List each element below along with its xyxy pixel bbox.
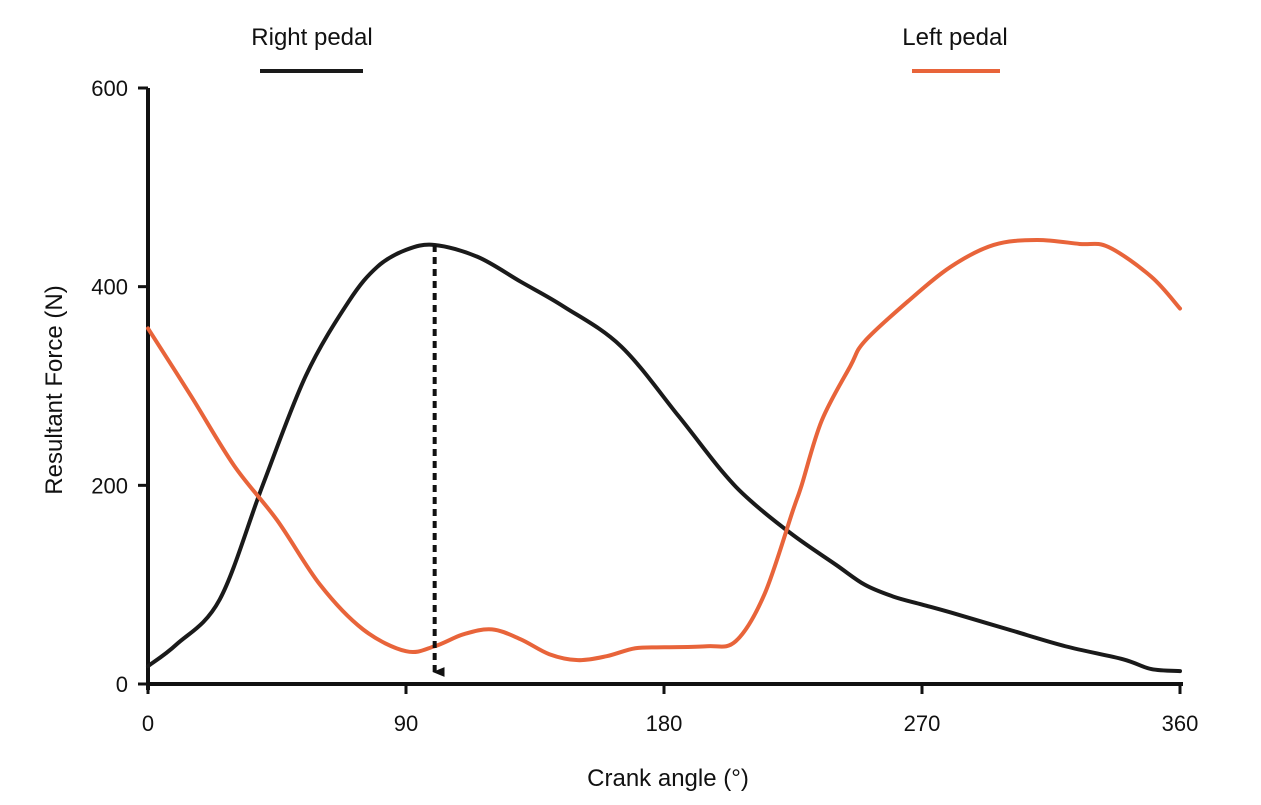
x-tick-label-90: 90	[394, 711, 418, 736]
series-layer	[146, 237, 1182, 674]
legend-label-left-pedal: Left pedal	[902, 24, 1007, 51]
x-tick-label-0: 0	[142, 711, 154, 736]
y-axis-label: Resultant Force (N)	[41, 285, 68, 494]
y-ticks: 0 200 400 600	[91, 76, 148, 697]
x-axis-label: Crank angle (°)	[587, 765, 749, 792]
x-tick-label-270: 270	[904, 711, 941, 736]
y-tick-label-0: 0	[116, 672, 128, 697]
y-tick-label-600: 600	[91, 76, 128, 101]
x-ticks: 0 90 180 270 360	[142, 684, 1198, 736]
x-tick-label-360: 360	[1162, 711, 1199, 736]
x-tick-label-180: 180	[646, 711, 683, 736]
legend-label-right-pedal: Right pedal	[251, 24, 372, 51]
series-line-left-pedal	[146, 237, 1182, 663]
series-line-right-pedal	[146, 242, 1182, 674]
y-tick-label-200: 200	[91, 473, 128, 498]
y-tick-label-400: 400	[91, 275, 128, 300]
